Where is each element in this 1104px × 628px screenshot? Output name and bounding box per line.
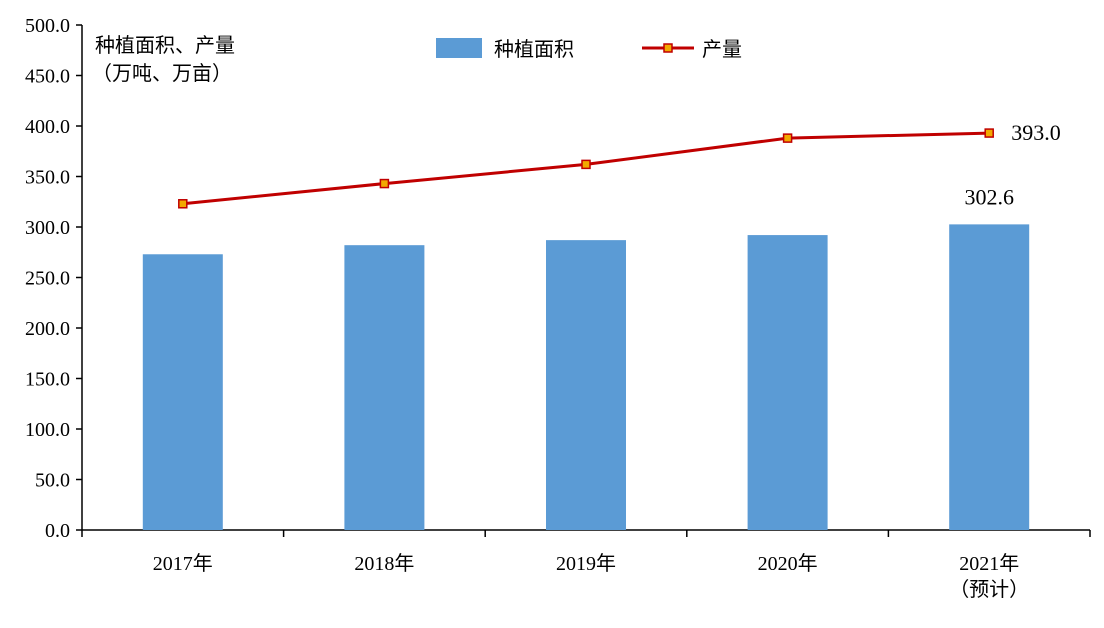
line-series bbox=[178, 128, 994, 209]
y-tick-label: 100.0 bbox=[25, 419, 70, 441]
y-tick-label: 350.0 bbox=[25, 167, 70, 189]
line-data-label: 393.0 bbox=[1011, 120, 1060, 145]
bar bbox=[747, 235, 828, 530]
bar bbox=[949, 224, 1030, 530]
line-point bbox=[984, 128, 994, 138]
y-axis-label-line: （万吨、万亩） bbox=[92, 61, 232, 85]
x-tick-label: （预计） bbox=[949, 578, 1029, 601]
legend-label: 产量 bbox=[702, 37, 742, 61]
y-axis-label-line: 种植面积、产量 bbox=[95, 33, 235, 57]
line-point bbox=[379, 178, 390, 189]
x-tick-label: 2017年 bbox=[153, 552, 213, 575]
y-axis-label: 种植面积、产量 （万吨、万亩） bbox=[92, 33, 235, 85]
bar bbox=[142, 254, 223, 530]
x-tick-label: 2020年 bbox=[758, 552, 818, 575]
bar-series bbox=[142, 224, 1030, 530]
legend-bar-swatch bbox=[436, 38, 482, 58]
line-point bbox=[782, 133, 793, 143]
bar bbox=[546, 240, 626, 530]
line-point bbox=[178, 199, 188, 209]
y-tick-label: 500.0 bbox=[25, 15, 70, 37]
y-tick-label: 300.0 bbox=[25, 217, 70, 239]
x-tick-label: 2021年 bbox=[959, 552, 1019, 575]
y-tick-label: 450.0 bbox=[25, 66, 70, 88]
y-tick-label: 400.0 bbox=[25, 116, 70, 138]
bar bbox=[344, 245, 425, 530]
x-tick-label: 2019年 bbox=[556, 552, 616, 575]
y-tick-label: 0.0 bbox=[45, 520, 70, 542]
y-tick-label: 250.0 bbox=[25, 268, 70, 290]
axes: 0.0 50.0 100.0 150.0 200.0 250.0 300.0 350.0 400… bbox=[25, 15, 1091, 601]
bar-data-label: 302.6 bbox=[964, 184, 1014, 209]
data-labels: 302.6 393.0 bbox=[964, 120, 1060, 209]
legend-label: 种植面积 bbox=[494, 37, 574, 61]
legend: 种植面积 产量 bbox=[436, 37, 742, 61]
x-tick-label: 2018年 bbox=[354, 552, 414, 575]
y-tick-label: 200.0 bbox=[25, 318, 70, 340]
y-tick-label: 150.0 bbox=[25, 369, 70, 391]
y-tick-label: 50.0 bbox=[35, 470, 70, 492]
legend-line-marker bbox=[663, 43, 673, 53]
line-point bbox=[581, 159, 591, 170]
